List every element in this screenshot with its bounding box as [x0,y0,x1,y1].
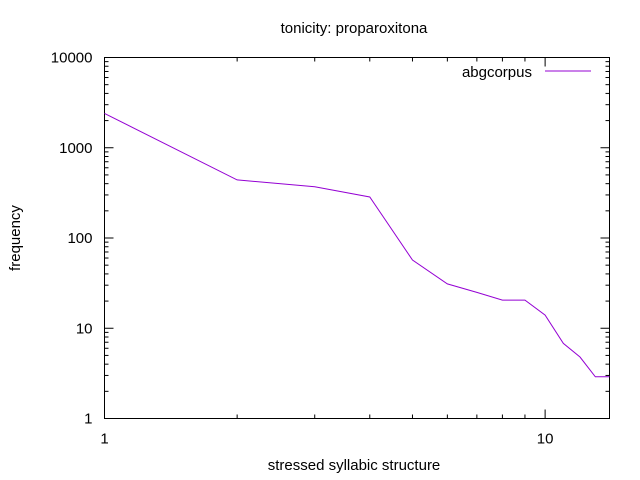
y-axis-title: frequency [7,205,24,271]
chart-title: tonicity: proparoxitona [281,20,428,37]
y-tick-label: 10 [76,320,93,337]
y-tick-label: 1000 [59,140,92,157]
series-line-abgcorpus [104,112,610,378]
x-axis-title: stressed syllabic structure [268,457,441,474]
y-axis: 1 10 100 1000 10000 [51,50,610,428]
x-axis: 1 10 [100,57,554,448]
legend: abgcorpus [462,64,591,81]
y-tick-label: 1 [84,411,92,428]
y-tick-label: 10000 [51,50,93,67]
x-tick-label: 1 [100,431,108,448]
series-layer [104,112,610,378]
x-tick-label: 10 [537,431,554,448]
legend-label: abgcorpus [462,64,532,81]
y-tick-label: 100 [67,230,92,247]
plot-frame [104,57,610,419]
